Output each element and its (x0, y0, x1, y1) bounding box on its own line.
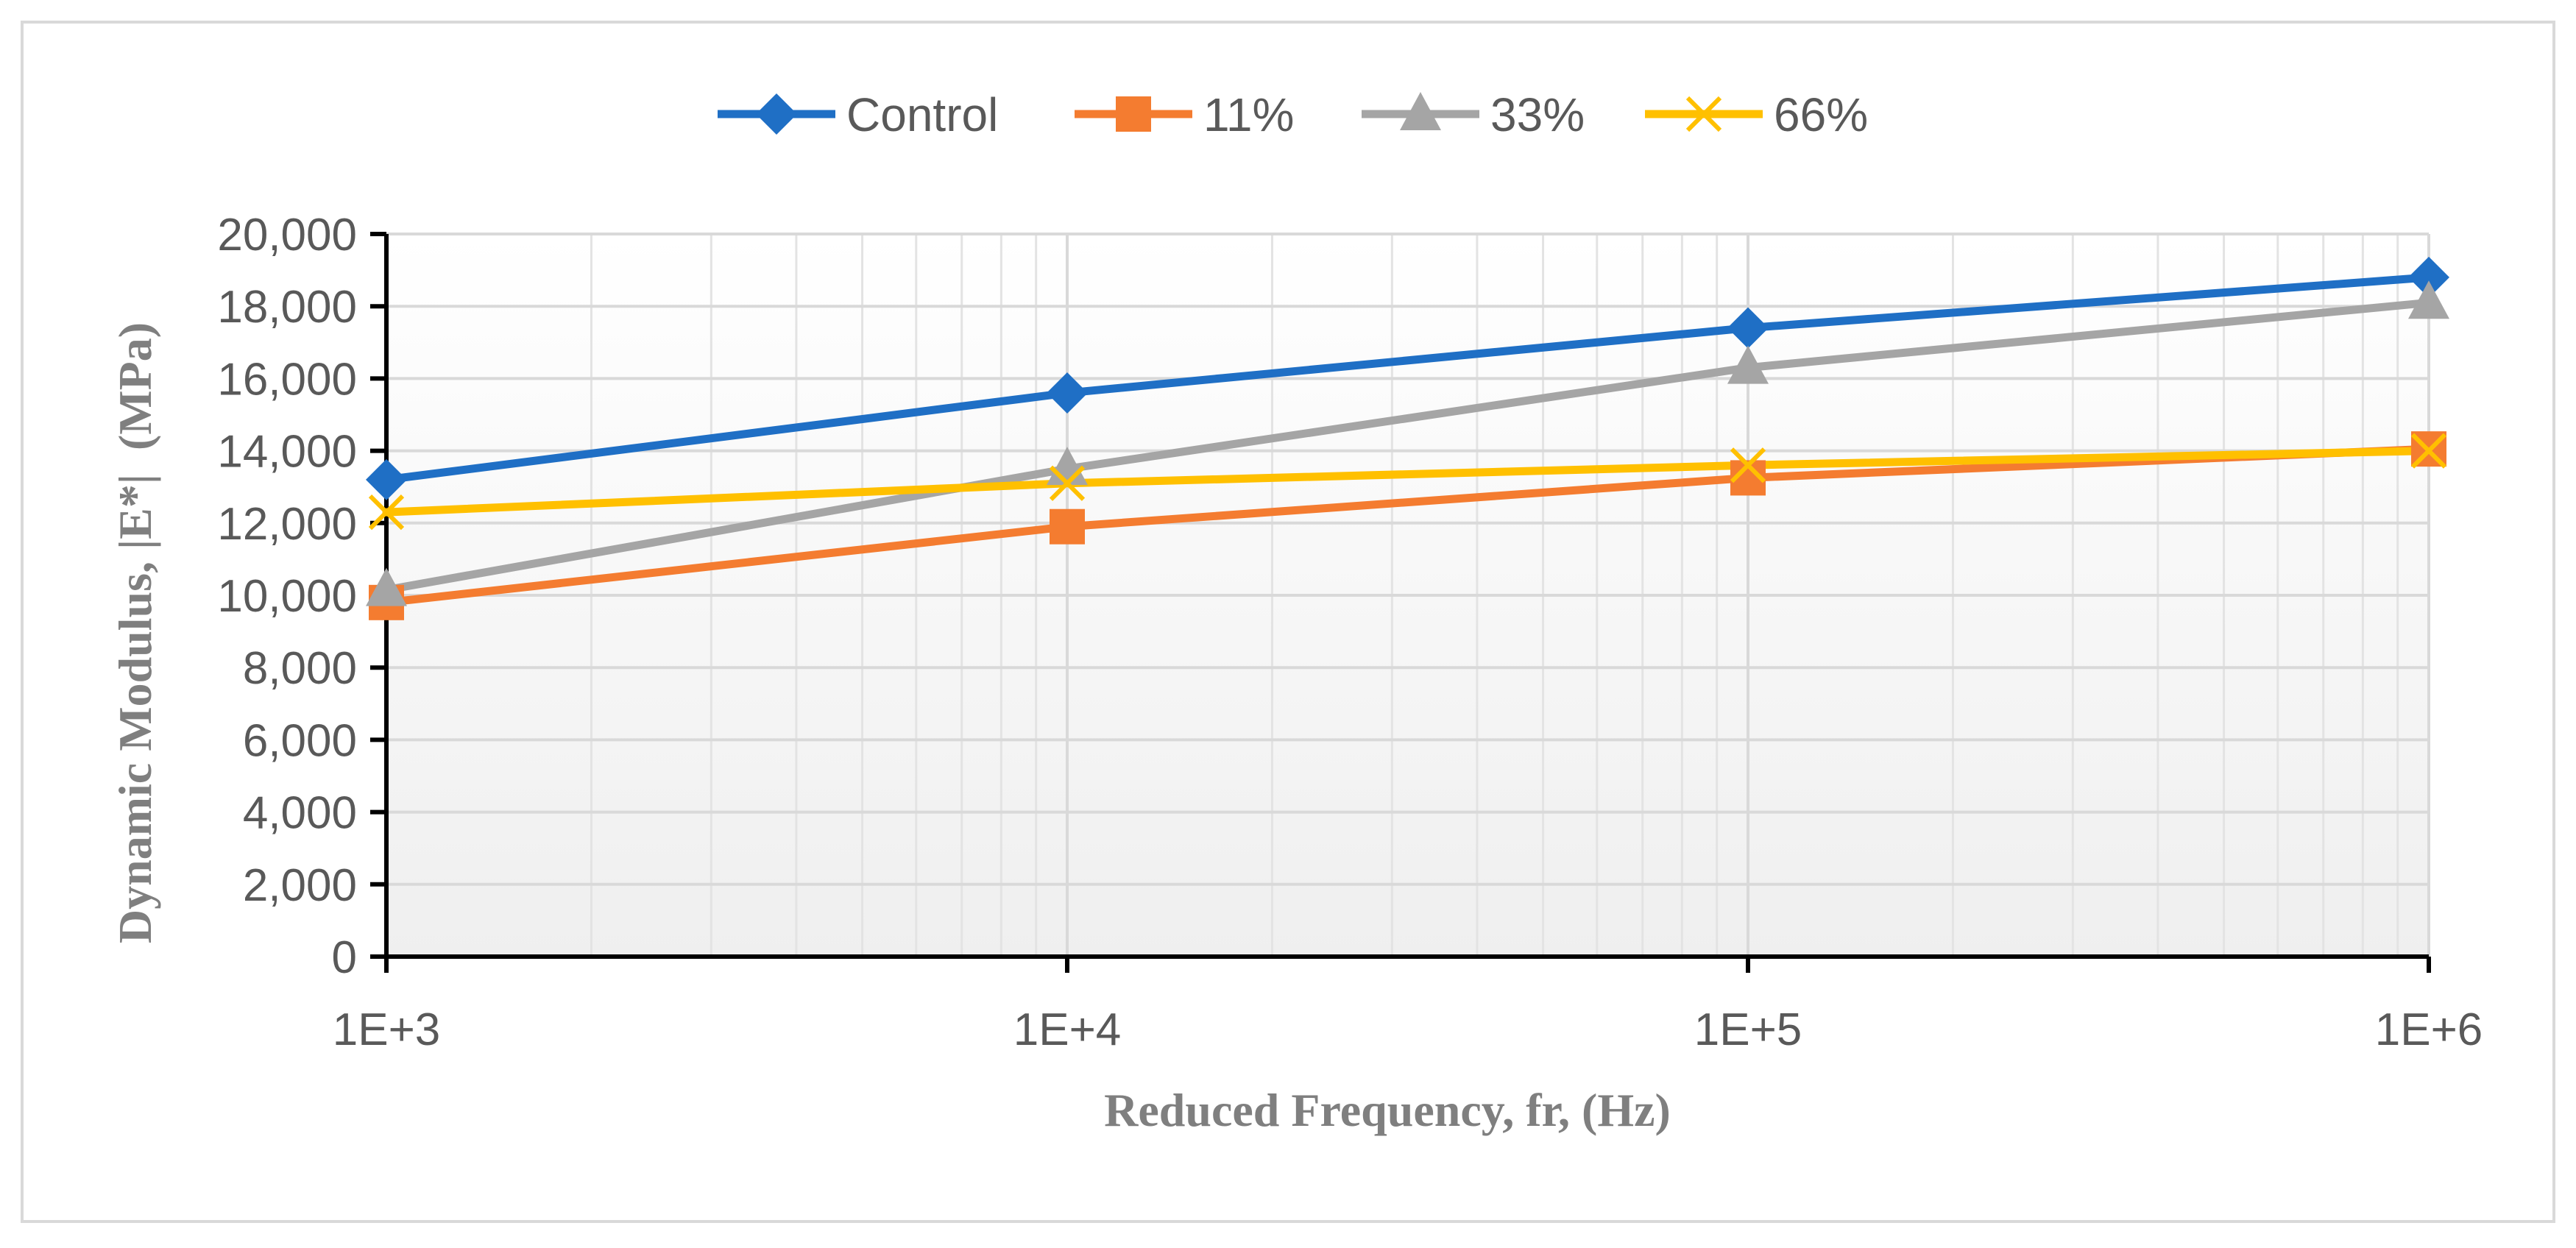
y-tick-label: 18,000 (217, 282, 357, 333)
data-point-66-stroke (1049, 465, 1086, 501)
legend-label: 66% (1774, 88, 1868, 141)
y-tick-label: 10,000 (217, 571, 357, 622)
y-axis-label: Dynamic Modulus, |E*| (MPa) (109, 322, 161, 943)
data-point-control (1047, 372, 1088, 414)
legend-marker-11 (1116, 96, 1151, 132)
y-tick-label: 8,000 (243, 643, 357, 694)
legend-entry: Control (718, 88, 998, 141)
x-tick-label: 1E+6 (2375, 1004, 2483, 1055)
data-point-66 (1049, 465, 1086, 501)
legend-entry: 66% (1645, 88, 1868, 141)
y-tick-label: 12,000 (217, 499, 357, 550)
series-line-control (382, 273, 2433, 484)
y-tick-label: 16,000 (217, 354, 357, 405)
y-tick-label: 6,000 (243, 715, 357, 766)
data-point-control (366, 458, 407, 500)
data-point-control (2408, 256, 2449, 298)
data-point-33 (366, 567, 407, 606)
data-point-66-stroke (1730, 447, 1766, 483)
y-tick-label: 20,000 (217, 210, 357, 260)
major-grid (386, 233, 2430, 957)
x-tick-label: 1E+4 (1013, 1004, 1122, 1055)
data-point-66-stroke (368, 494, 405, 531)
legend-marker-66 (1685, 96, 1722, 132)
legend-entry: 11% (1075, 88, 1294, 141)
x-axis-label: Reduced Frequency, fr, (Hz) (1104, 1084, 1671, 1136)
data-point-control (1727, 307, 1769, 349)
data-point-11 (1050, 508, 1085, 545)
series-lines (382, 273, 2433, 607)
legend-marker-33 (1400, 92, 1441, 130)
y-tick-label: 2,000 (243, 860, 357, 911)
legend-label: 11% (1203, 88, 1294, 141)
data-point-33 (2408, 280, 2449, 319)
series-line-33 (382, 298, 2433, 595)
data-point-66 (368, 494, 405, 531)
y-tick-label: 4,000 (243, 788, 357, 839)
legend: Control 11% 33% 66% (718, 88, 1868, 141)
data-point-33 (1727, 345, 1769, 384)
series-markers (366, 256, 2449, 620)
legend-marker-66-stroke (1685, 96, 1722, 132)
legend-label: Control (846, 88, 998, 141)
y-tick-labels: 0 2,000 4,000 6,000 8,000 10,000 12,000 14,000 1… (217, 210, 357, 983)
y-tick-label: 0 (332, 932, 357, 983)
data-point-66 (1730, 447, 1766, 483)
series-line-66 (382, 447, 2433, 517)
x-tick-label: 1E+3 (333, 1004, 441, 1055)
legend-label: 33% (1490, 88, 1585, 141)
series-line-11 (382, 444, 2433, 607)
legend-entry: 33% (1362, 88, 1585, 141)
data-point-66 (2410, 433, 2447, 469)
x-tick-label: 1E+5 (1694, 1004, 1802, 1055)
legend-marker-control (756, 93, 797, 135)
data-point-66-stroke (2410, 433, 2447, 469)
x-tick-labels: 1E+3 1E+4 1E+5 1E+6 (333, 1004, 2483, 1055)
y-tick-label: 14,000 (217, 427, 357, 478)
